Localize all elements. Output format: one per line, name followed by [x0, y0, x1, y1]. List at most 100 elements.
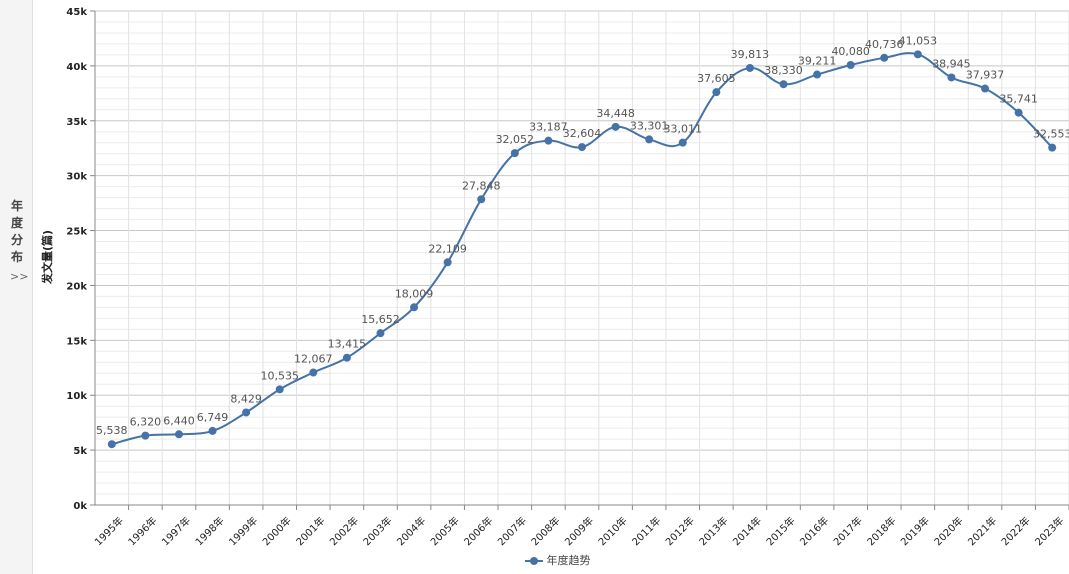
y-tick-label: 0k	[73, 501, 87, 512]
data-label: 40,736	[865, 38, 904, 51]
data-point[interactable]	[376, 329, 385, 338]
y-tick-label: 25k	[66, 227, 87, 238]
x-tick-label: 2001年	[293, 514, 327, 548]
x-tick-label: 2020年	[931, 514, 965, 548]
x-tick-label: 2013年	[696, 514, 730, 548]
x-tick-label: 2003年	[360, 514, 394, 548]
sidebar-title-char: 度	[10, 216, 23, 230]
data-label: 33,011	[664, 123, 703, 136]
x-tick-label: 2004年	[394, 514, 428, 548]
y-tick-label: 5k	[73, 446, 87, 457]
data-point[interactable]	[208, 426, 217, 435]
y-axis-title: 发文量(篇)	[40, 230, 54, 285]
sidebar-title-char: 分	[10, 233, 23, 247]
x-tick-label: 2000年	[260, 514, 294, 548]
data-point[interactable]	[174, 430, 183, 439]
x-tick-label: 2012年	[663, 514, 697, 548]
x-tick-label: 1997年	[159, 514, 193, 548]
data-label: 32,604	[563, 127, 602, 140]
data-point[interactable]	[242, 408, 251, 417]
data-point[interactable]	[846, 61, 855, 70]
data-point[interactable]	[981, 84, 990, 93]
data-point[interactable]	[813, 70, 822, 79]
data-label: 8,429	[230, 392, 262, 405]
data-point[interactable]	[342, 353, 351, 362]
data-label: 32,052	[496, 133, 535, 146]
data-label: 5,538	[96, 424, 128, 437]
x-tick-label: 2023年	[1032, 514, 1066, 548]
data-point[interactable]	[141, 431, 150, 440]
data-point[interactable]	[1014, 108, 1023, 117]
data-label: 34,448	[596, 107, 635, 120]
data-point[interactable]	[309, 368, 318, 377]
data-point[interactable]	[678, 138, 687, 147]
data-label: 15,652	[361, 313, 400, 326]
data-point[interactable]	[107, 440, 116, 449]
data-point[interactable]	[410, 303, 419, 312]
data-point[interactable]	[745, 63, 754, 72]
data-label: 32,553	[1033, 128, 1069, 141]
data-label: 33,187	[529, 121, 568, 134]
x-tick-label: 1996年	[125, 514, 159, 548]
data-label: 10,535	[260, 369, 299, 382]
x-tick-label: 2010年	[595, 514, 629, 548]
data-point[interactable]	[913, 50, 922, 59]
y-tick-label: 40k	[66, 62, 87, 73]
x-tick-label: 2019年	[898, 514, 932, 548]
data-label: 33,301	[630, 119, 669, 132]
x-tick-label: 2008年	[528, 514, 562, 548]
data-point[interactable]	[712, 88, 721, 97]
y-tick-label: 10k	[66, 391, 87, 402]
data-point[interactable]	[275, 385, 284, 394]
data-point[interactable]	[544, 136, 553, 145]
x-tick-label: 1999年	[226, 514, 260, 548]
data-label: 37,937	[966, 69, 1005, 82]
x-tick-label: 1995年	[92, 514, 126, 548]
sidebar-title: 年 度 分 布	[9, 198, 25, 266]
y-tick-label: 30k	[66, 172, 87, 183]
grid-layer	[94, 10, 1069, 506]
data-label: 6,320	[130, 416, 162, 429]
data-point[interactable]	[578, 143, 586, 152]
data-point[interactable]	[443, 258, 452, 267]
data-point[interactable]	[880, 53, 889, 62]
y-tick-label: 35k	[66, 117, 87, 128]
legend-item[interactable]: 年度趋势	[525, 552, 591, 568]
data-point[interactable]	[477, 195, 486, 204]
data-label: 6,440	[163, 414, 195, 427]
data-point[interactable]	[1048, 143, 1057, 152]
sidebar-panel[interactable]: 年 度 分 布 >>	[0, 0, 33, 574]
point-layer	[107, 50, 1057, 449]
data-point[interactable]	[779, 80, 788, 89]
x-tick-label: 2016年	[797, 514, 831, 548]
sidebar-title-char: 年	[10, 199, 23, 213]
data-point[interactable]	[645, 135, 654, 144]
data-label: 38,330	[764, 64, 803, 77]
data-label: 12,067	[294, 353, 333, 366]
data-label: 40,080	[831, 45, 870, 58]
legend-label: 年度趋势	[546, 554, 591, 567]
data-label: 35,741	[999, 93, 1038, 106]
x-tick-label: 2007年	[495, 514, 529, 548]
data-label: 39,813	[731, 48, 770, 61]
x-tick-label: 2005年	[428, 514, 462, 548]
data-label: 41,053	[899, 34, 938, 47]
chart-container: 0k 5k 10k 15k 20k 25k 30k 35k 40k 45k 1995年 1996年 19…	[33, 0, 1069, 574]
data-point[interactable]	[611, 122, 620, 131]
x-tick-label: 1998年	[192, 514, 226, 548]
x-tick-label: 2017年	[831, 514, 865, 548]
data-label: 39,211	[798, 55, 837, 68]
x-tick-label: 2018年	[864, 514, 898, 548]
sidebar-title-char: 布	[10, 250, 23, 264]
expand-icon[interactable]: >>	[10, 270, 29, 283]
x-tick-label: 2002年	[327, 514, 361, 548]
x-tick-label: 2011年	[629, 514, 663, 548]
x-tick-label: 2009年	[562, 514, 596, 548]
data-label: 13,415	[328, 338, 367, 351]
data-point[interactable]	[510, 149, 519, 158]
series-line	[111, 52, 1053, 446]
data-point[interactable]	[947, 73, 956, 82]
y-tick-label: 45k	[66, 7, 87, 18]
x-tick-label: 2015年	[763, 514, 797, 548]
